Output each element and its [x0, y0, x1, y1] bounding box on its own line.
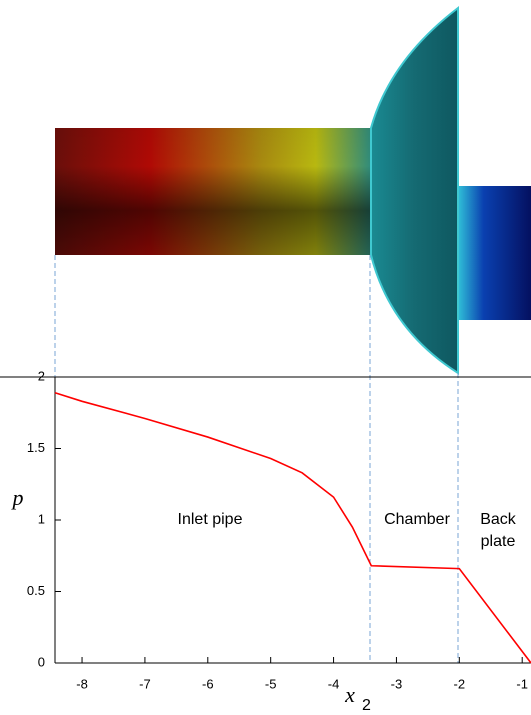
y-tick-label: 1: [38, 511, 45, 526]
x-tick-label: -2: [454, 676, 466, 691]
annotation: Chamber: [384, 511, 450, 528]
y-axis-label: p: [11, 485, 24, 510]
x-tick-label: -4: [328, 676, 340, 691]
x-tick-label: -7: [139, 676, 151, 691]
y-tick-label: 2: [38, 368, 45, 383]
annotation: Inlet pipe: [178, 511, 243, 528]
y-tick-label: 0: [38, 654, 45, 669]
geometry-render: [55, 8, 531, 373]
x-axis-label: x: [344, 682, 355, 707]
annotation: plate: [481, 533, 516, 550]
x-tick-label: -1: [516, 676, 528, 691]
annotation: Back: [480, 511, 517, 528]
x-axis-label-subscript: 2: [362, 697, 371, 714]
x-tick-label: -8: [76, 676, 88, 691]
y-tick-label: 1.5: [27, 440, 45, 455]
figure: p x 2 Inlet pipe Chamber Back plate 0 0.5…: [0, 0, 531, 715]
inlet-pipe-shade: [55, 128, 373, 255]
y-tick-label: 0.5: [27, 583, 45, 598]
data-line: [55, 393, 531, 663]
back-plate-render: [458, 186, 531, 320]
x-tick-label: -3: [391, 676, 403, 691]
x-tick-label: -6: [202, 676, 214, 691]
chamber-render: [371, 8, 458, 373]
x-tick-label: -5: [265, 676, 277, 691]
